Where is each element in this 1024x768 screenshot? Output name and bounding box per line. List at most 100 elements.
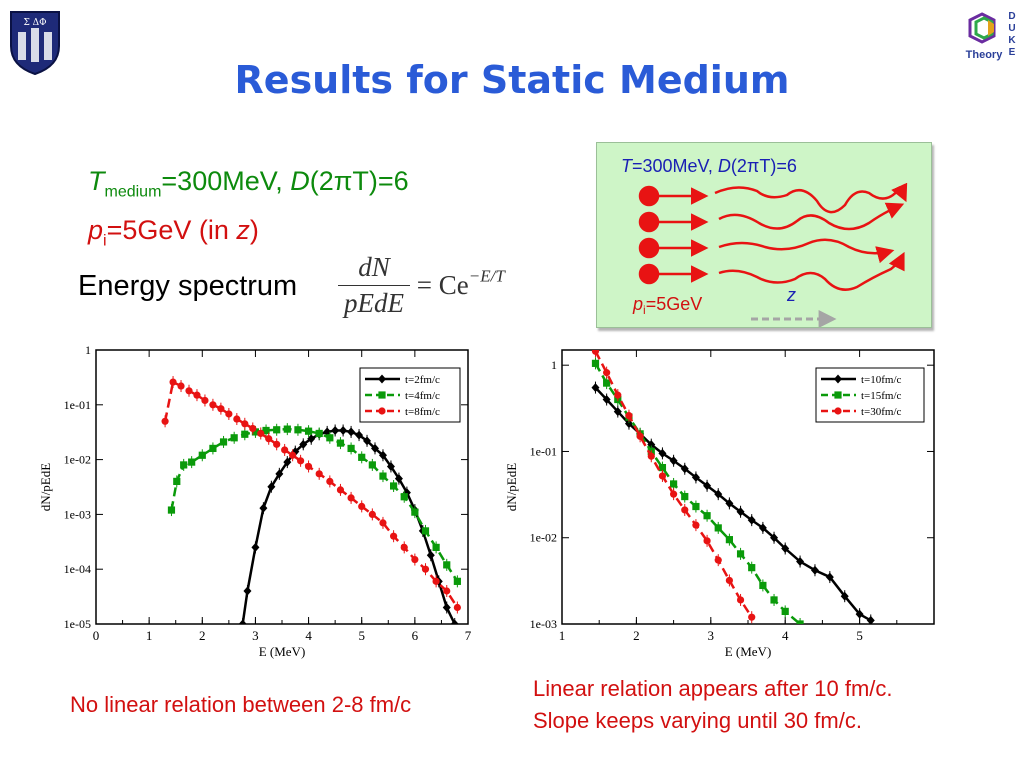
- data-point: [442, 603, 451, 613]
- svg-text:U: U: [1008, 23, 1015, 34]
- data-point: [281, 446, 289, 454]
- data-point: [331, 425, 340, 435]
- data-point: [603, 379, 611, 387]
- data-point: [450, 619, 459, 624]
- x-tick-label: 5: [358, 628, 365, 643]
- data-point: [758, 523, 767, 533]
- data-point: [703, 481, 712, 491]
- y-tick-label: 1e-01: [530, 444, 557, 458]
- legend-label: t=30fm/c: [861, 406, 902, 418]
- data-point: [714, 556, 722, 564]
- data-point: [453, 603, 461, 612]
- y-axis-label: dN/pEdE: [504, 463, 519, 511]
- data-point: [781, 607, 789, 615]
- diffusion-path: [718, 251, 905, 291]
- data-point: [681, 492, 689, 501]
- x-tick-label: 3: [708, 628, 715, 643]
- data-point: [714, 489, 723, 499]
- data-point: [167, 506, 176, 514]
- data-point: [326, 477, 334, 486]
- data-point: [453, 577, 461, 585]
- data-point: [411, 555, 419, 564]
- data-point: [368, 461, 376, 469]
- x-tick-label: 7: [465, 628, 472, 643]
- caption-right-line1: Linear relation appears after 10 fm/c.: [533, 676, 893, 701]
- diffusion-path: [718, 202, 905, 231]
- data-point: [371, 443, 379, 453]
- data-point: [386, 461, 395, 471]
- data-point: [368, 510, 376, 518]
- parameters: Tmedium=300MeV, D(2πT)=6 pi=5GeV (in z): [88, 162, 409, 261]
- energy-spectrum-label: Energy spectrum: [78, 270, 298, 302]
- data-point: [358, 502, 366, 510]
- data-point: [169, 378, 177, 386]
- data-point: [188, 458, 196, 466]
- data-point: [866, 615, 875, 624]
- data-point: [703, 537, 711, 545]
- data-point: [691, 472, 700, 482]
- y-tick-label: 1e-03: [64, 507, 91, 521]
- data-point: [291, 447, 300, 457]
- svg-text:E: E: [1009, 47, 1016, 58]
- legend-marker: [834, 391, 842, 399]
- data-point: [736, 507, 745, 517]
- data-point: [443, 587, 451, 595]
- data-point: [770, 533, 779, 543]
- x-axis-label: E (MeV): [725, 644, 772, 659]
- data-point: [347, 444, 355, 453]
- data-point: [379, 519, 387, 527]
- data-point: [249, 424, 257, 433]
- params-line-medium: Tmedium=300MeV, D(2πT)=6: [88, 166, 409, 201]
- formula-fraction: dN pEdE: [338, 252, 410, 319]
- data-point: [209, 401, 217, 409]
- data-point: [299, 439, 308, 449]
- legend-marker: [378, 407, 386, 415]
- data-point: [304, 462, 313, 471]
- data-point: [358, 453, 366, 461]
- university-shield-logo: Σ ΔΦ: [8, 8, 62, 76]
- x-tick-label: 2: [633, 628, 640, 643]
- data-point: [748, 564, 756, 572]
- data-point: [241, 420, 249, 428]
- data-point: [251, 428, 260, 436]
- y-tick-label: 1e-03: [530, 617, 557, 631]
- shield-motto: Σ ΔΦ: [23, 18, 46, 28]
- data-point: [625, 412, 633, 420]
- data-point: [692, 502, 700, 511]
- data-point: [725, 536, 733, 544]
- data-point: [185, 387, 193, 395]
- data-point: [243, 586, 252, 596]
- data-point: [647, 452, 655, 460]
- data-point: [736, 550, 745, 558]
- data-point: [658, 448, 667, 458]
- data-point: [400, 493, 408, 501]
- data-point: [265, 435, 273, 443]
- x-tick-label: 4: [305, 628, 312, 643]
- legend-label: t=2fm/c: [405, 374, 440, 386]
- data-point: [855, 609, 864, 619]
- spectrum-chart-late: 1 2 3 4 5 1e-03 1e-02 1e-01 1 E (MeV) dN/pEdE t=10f…: [504, 349, 935, 659]
- data-point: [703, 512, 711, 520]
- data-point: [636, 432, 644, 440]
- data-point: [781, 544, 790, 554]
- data-point: [315, 429, 323, 438]
- data-point: [297, 457, 305, 465]
- data-point: [796, 620, 804, 624]
- data-point: [225, 410, 233, 418]
- data-point: [336, 486, 345, 494]
- data-point: [725, 576, 733, 585]
- particle-dot: [638, 263, 660, 285]
- legend-marker: [378, 374, 386, 384]
- diffusion-path: [714, 182, 908, 214]
- slide-title: Results for Static Medium: [234, 58, 790, 102]
- data-point: [294, 426, 302, 434]
- svg-text:K: K: [1008, 35, 1016, 46]
- data-point: [390, 482, 398, 490]
- propagation-inset: T=300MeV, D(2πT)=6 pi=5GeV z: [596, 142, 932, 328]
- data-point: [658, 464, 667, 472]
- data-point: [394, 474, 403, 484]
- data-point: [591, 359, 600, 367]
- data-point: [339, 425, 348, 435]
- data-point: [355, 430, 364, 440]
- data-point: [613, 407, 622, 417]
